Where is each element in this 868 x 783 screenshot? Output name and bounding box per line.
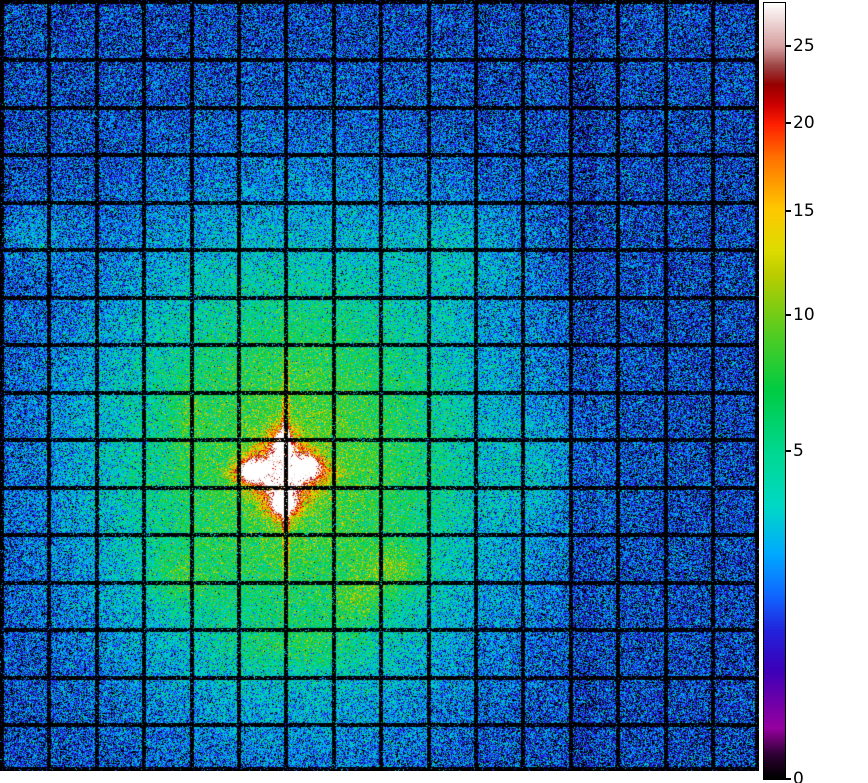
colorbar-tick-mark — [786, 122, 791, 124]
heatmap-canvas — [0, 0, 759, 771]
colorbar-tick-mark — [786, 314, 791, 316]
colorbar-tick-label: 20 — [793, 113, 815, 133]
colorbar-tick-label: 0 — [793, 769, 804, 783]
colorbar-tick-mark — [786, 45, 791, 47]
colorbar-tick-mark — [786, 778, 791, 780]
colorbar-tick-label: 25 — [793, 36, 815, 56]
colorbar-tick-label: 5 — [793, 441, 804, 461]
colorbar-tick-mark — [786, 210, 791, 212]
colorbar-tick-label: 10 — [793, 305, 815, 325]
colorbar-tick-label: 15 — [793, 201, 815, 221]
colorbar-tick-mark — [786, 450, 791, 452]
colorbar-gradient — [763, 2, 786, 780]
